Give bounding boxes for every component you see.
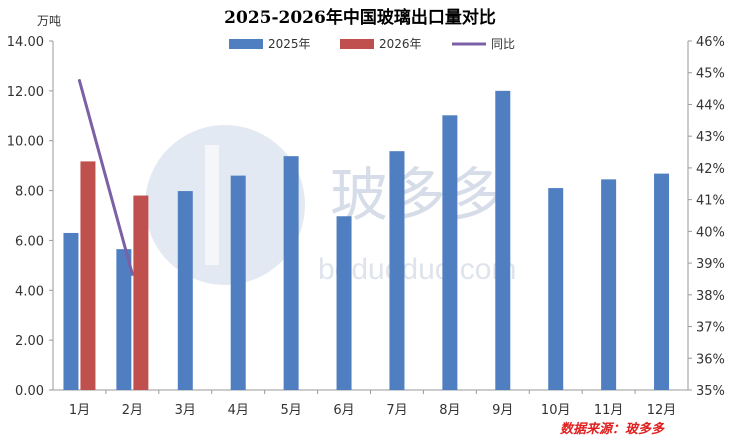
legend-swatch-2025 [229, 39, 263, 49]
left-tick-label: 4.00 [15, 284, 44, 299]
right-tick-label: 40% [696, 225, 725, 240]
x-tick-label: 11月 [594, 403, 624, 418]
right-axis-ticks: 35% 36% 37% 38% 39% 40% 41% 42% 43% 44% 45% 46% [688, 35, 725, 399]
bar-2025 [548, 188, 564, 390]
right-tick-label: 39% [696, 257, 725, 272]
bar-2025 [601, 179, 617, 390]
legend: 2025年 2026年 同比 [229, 37, 515, 51]
x-tick-label: 7月 [386, 403, 407, 418]
right-tick-label: 44% [696, 98, 725, 113]
right-tick-label: 35% [696, 384, 725, 399]
x-tick-label: 10月 [541, 403, 571, 418]
right-tick-label: 36% [696, 352, 725, 367]
bar-2025 [63, 232, 79, 390]
bar-2026 [133, 195, 149, 390]
x-tick-label: 3月 [175, 403, 196, 418]
bar-2025 [389, 151, 405, 390]
bars [63, 90, 670, 390]
x-tick-label: 1月 [69, 403, 90, 418]
left-tick-label: 6.00 [15, 234, 44, 249]
yoy-line [77, 79, 134, 276]
left-tick-label: 14.00 [7, 35, 44, 50]
bar-2025 [336, 216, 352, 390]
watermark-logo [145, 125, 305, 285]
right-tick-label: 38% [696, 289, 725, 304]
y-axis-unit: 万吨 [37, 14, 61, 28]
right-tick-label: 42% [696, 162, 725, 177]
bar-2025 [442, 115, 458, 390]
chart-title: 2025-2026年中国玻璃出口量对比 [224, 7, 496, 28]
left-tick-label: 2.00 [15, 334, 44, 349]
watermark-text: 玻多多 [330, 161, 504, 229]
bar-2025 [283, 156, 299, 390]
bar-2025 [495, 90, 511, 390]
yoy-point [77, 79, 81, 83]
left-tick-label: 8.00 [15, 185, 44, 200]
bar-2025 [116, 249, 132, 390]
legend-label-yoy: 同比 [491, 37, 515, 51]
left-axis-ticks: 0.00 2.00 4.00 6.00 8.00 10.00 12.00 14.00 [7, 35, 53, 399]
x-tick-label: 8月 [439, 403, 460, 418]
bar-2025 [654, 173, 670, 390]
watermark-logo-stroke [205, 145, 219, 265]
x-tick-label: 12月 [647, 403, 677, 418]
left-tick-label: 12.00 [7, 85, 44, 100]
legend-label-2026: 2026年 [379, 37, 422, 51]
x-tick-label: 6月 [333, 403, 354, 418]
left-tick-label: 0.00 [15, 384, 44, 399]
x-tick-label: 2月 [122, 403, 143, 418]
right-tick-label: 45% [696, 67, 725, 82]
bar-2025 [230, 175, 246, 390]
watermark: 玻多多 boduoduo.com [145, 125, 517, 286]
right-tick-label: 37% [696, 321, 725, 336]
x-tick-label: 9月 [492, 403, 513, 418]
x-axis-ticks: 1月 2月 3月 4月 5月 6月 7月 8月 9月 10月 11月 12月 [69, 390, 676, 418]
right-tick-label: 46% [696, 35, 725, 50]
legend-swatch-2026 [340, 39, 374, 49]
source-note: 数据来源：玻多多 [560, 421, 665, 437]
x-tick-label: 5月 [280, 403, 301, 418]
right-tick-label: 43% [696, 130, 725, 145]
left-tick-label: 10.00 [7, 135, 44, 150]
bar-2025 [177, 191, 193, 390]
legend-label-2025: 2025年 [268, 37, 311, 51]
yoy-point [130, 272, 134, 276]
yoy-line-layer [77, 79, 134, 276]
x-tick-label: 4月 [228, 403, 249, 418]
bar-2026 [80, 161, 96, 390]
right-tick-label: 41% [696, 194, 725, 209]
